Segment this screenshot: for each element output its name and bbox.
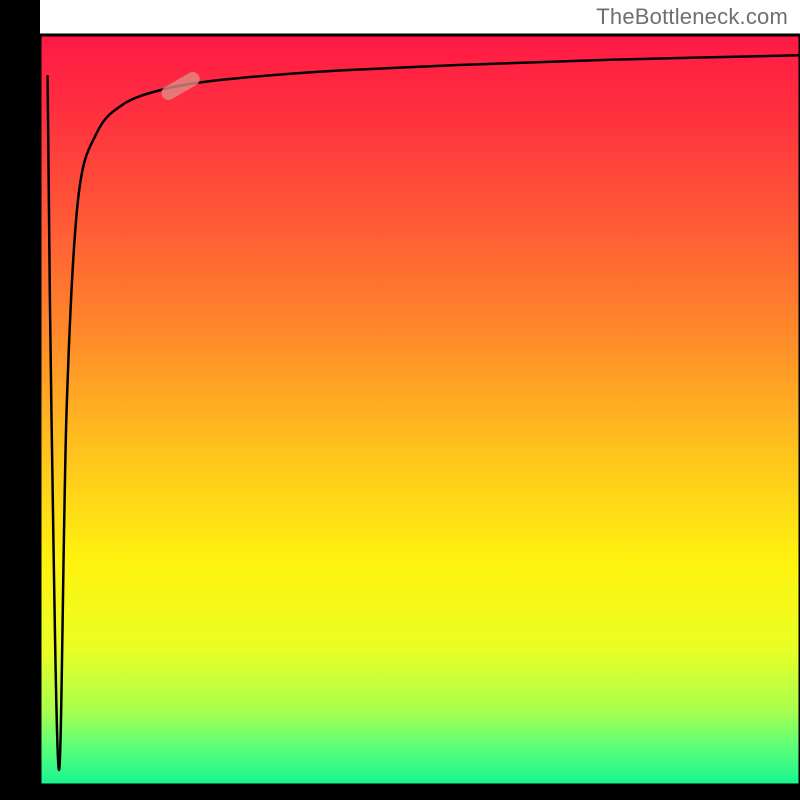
attribution-label: TheBottleneck.com	[596, 4, 788, 30]
chart-root: TheBottleneck.com	[0, 0, 800, 800]
plot-background	[40, 35, 800, 785]
left-margin	[0, 0, 40, 800]
bottom-margin	[0, 785, 800, 800]
chart-svg	[0, 0, 800, 800]
